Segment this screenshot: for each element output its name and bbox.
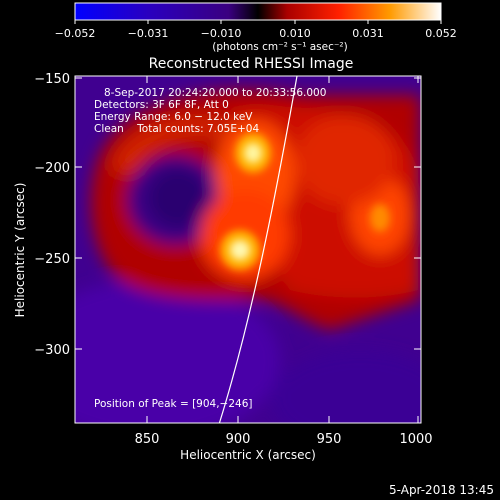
y-axis-label: Heliocentric Y (arcsec): [13, 183, 27, 318]
colorbar-ticks: [74, 20, 442, 24]
plot-title: Reconstructed RHESSI Image: [149, 56, 354, 72]
y-tick-label-300: −300: [34, 343, 70, 358]
annotation-energy-range: Energy Range: 6.0 − 12.0 keV: [94, 111, 253, 123]
y-axis: [75, 77, 421, 350]
x-axis: [146, 76, 419, 423]
plot-frame: [74, 75, 422, 424]
source-north: [244, 143, 262, 163]
annotation-time-range: 8-Sep-2017 20:24:20.000 to 20:33:56.000: [104, 87, 326, 99]
y-tick-label-250: −250: [34, 252, 70, 267]
x-tick-label-950: 950: [317, 432, 342, 447]
colorbar-tick-label-0: −0.052: [55, 27, 96, 40]
colorbar-tick-label-1: −0.031: [128, 27, 169, 40]
colorbar-tick-label-2: −0.010: [201, 27, 242, 40]
source-peak: [230, 240, 250, 260]
colorbar-unit-label: (photons cm⁻² s⁻¹ asec⁻²): [212, 41, 347, 53]
x-tick-label-900: 900: [226, 432, 251, 447]
colorbar: −0.052 −0.031 −0.010 0.010 0.031 0.052 (…: [55, 2, 457, 53]
heatmap-image: [75, 76, 421, 423]
colorbar-gradient: [74, 2, 442, 21]
annotation-clean-counts: Clean Total counts: 7.05E+04: [94, 123, 259, 135]
y-tick-label-200: −200: [34, 161, 70, 176]
colorbar-tick-label-5: 0.052: [425, 27, 457, 40]
annotation-peak-position: Position of Peak = [904,−246]: [94, 398, 253, 410]
solar-limb: [218, 76, 298, 423]
x-tick-label-850: 850: [135, 432, 160, 447]
annotation-detectors: Detectors: 3F 6F 8F, Att 0: [94, 99, 229, 111]
annotations: 8-Sep-2017 20:24:20.000 to 20:33:56.000 …: [94, 87, 326, 410]
x-axis-label: Heliocentric X (arcsec): [180, 448, 316, 462]
colorbar-tick-label-3: 0.010: [279, 27, 311, 40]
y-tick-label-150: −150: [34, 72, 70, 87]
x-tick-label-1000: 1000: [399, 432, 432, 447]
colorbar-tick-label-4: 0.031: [352, 27, 384, 40]
peak-sources: [230, 143, 262, 260]
footer-timestamp: 5-Apr-2018 13:45: [389, 483, 494, 497]
